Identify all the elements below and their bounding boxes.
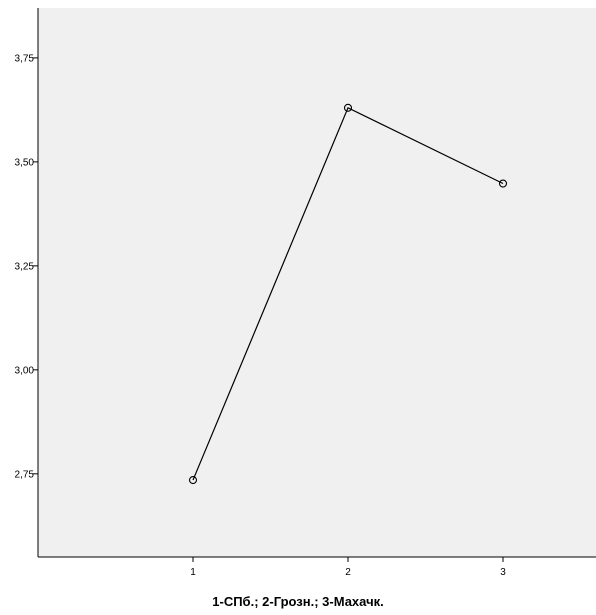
y-axis: 2,75 3,00 3,25 3,50 3,75 — [15, 8, 39, 557]
y-tick-label: 3,50 — [15, 157, 35, 168]
x-axis: 1 2 3 — [38, 556, 596, 578]
y-tick-label: 3,75 — [15, 53, 35, 64]
x-axis-title: 1-СПб.; 2-Грозн.; 3-Махачк. — [212, 594, 383, 609]
y-tick-label: 3,00 — [15, 365, 35, 376]
series-group — [188, 103, 508, 485]
y-tick-label: 2,75 — [15, 469, 35, 480]
y-tick-label: 3,25 — [15, 261, 35, 272]
data-point-marker — [188, 476, 198, 485]
plot-area — [38, 8, 596, 557]
data-point-marker — [343, 103, 353, 112]
x-tick-label: 1 — [190, 567, 196, 578]
series-line — [192, 106, 504, 481]
x-tick-label: 3 — [500, 567, 506, 578]
data-point-marker — [498, 179, 508, 188]
x-tick-label: 2 — [345, 567, 351, 578]
